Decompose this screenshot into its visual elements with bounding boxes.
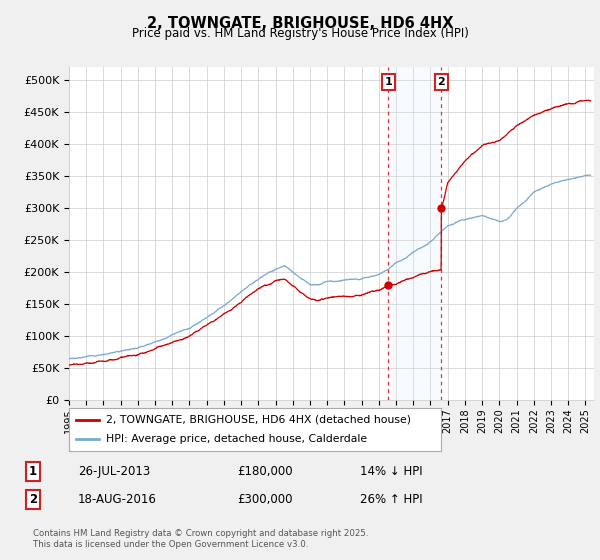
Text: 2: 2 [437, 77, 445, 87]
Text: 1: 1 [385, 77, 392, 87]
Text: 26% ↑ HPI: 26% ↑ HPI [360, 493, 422, 506]
Text: 14% ↓ HPI: 14% ↓ HPI [360, 465, 422, 478]
Text: 2, TOWNGATE, BRIGHOUSE, HD6 4HX: 2, TOWNGATE, BRIGHOUSE, HD6 4HX [147, 16, 453, 31]
Text: 26-JUL-2013: 26-JUL-2013 [78, 465, 150, 478]
Text: £180,000: £180,000 [237, 465, 293, 478]
Text: 2: 2 [29, 493, 37, 506]
Bar [388, 67, 442, 400]
Text: £300,000: £300,000 [237, 493, 293, 506]
Text: 18-AUG-2016: 18-AUG-2016 [78, 493, 157, 506]
Text: Price paid vs. HM Land Registry's House Price Index (HPI): Price paid vs. HM Land Registry's House … [131, 27, 469, 40]
Text: Contains HM Land Registry data © Crown copyright and database right 2025.
This d: Contains HM Land Registry data © Crown c… [33, 529, 368, 549]
Text: 1: 1 [29, 465, 37, 478]
Text: 2, TOWNGATE, BRIGHOUSE, HD6 4HX (detached house): 2, TOWNGATE, BRIGHOUSE, HD6 4HX (detache… [106, 415, 411, 424]
Text: HPI: Average price, detached house, Calderdale: HPI: Average price, detached house, Cald… [106, 434, 367, 444]
